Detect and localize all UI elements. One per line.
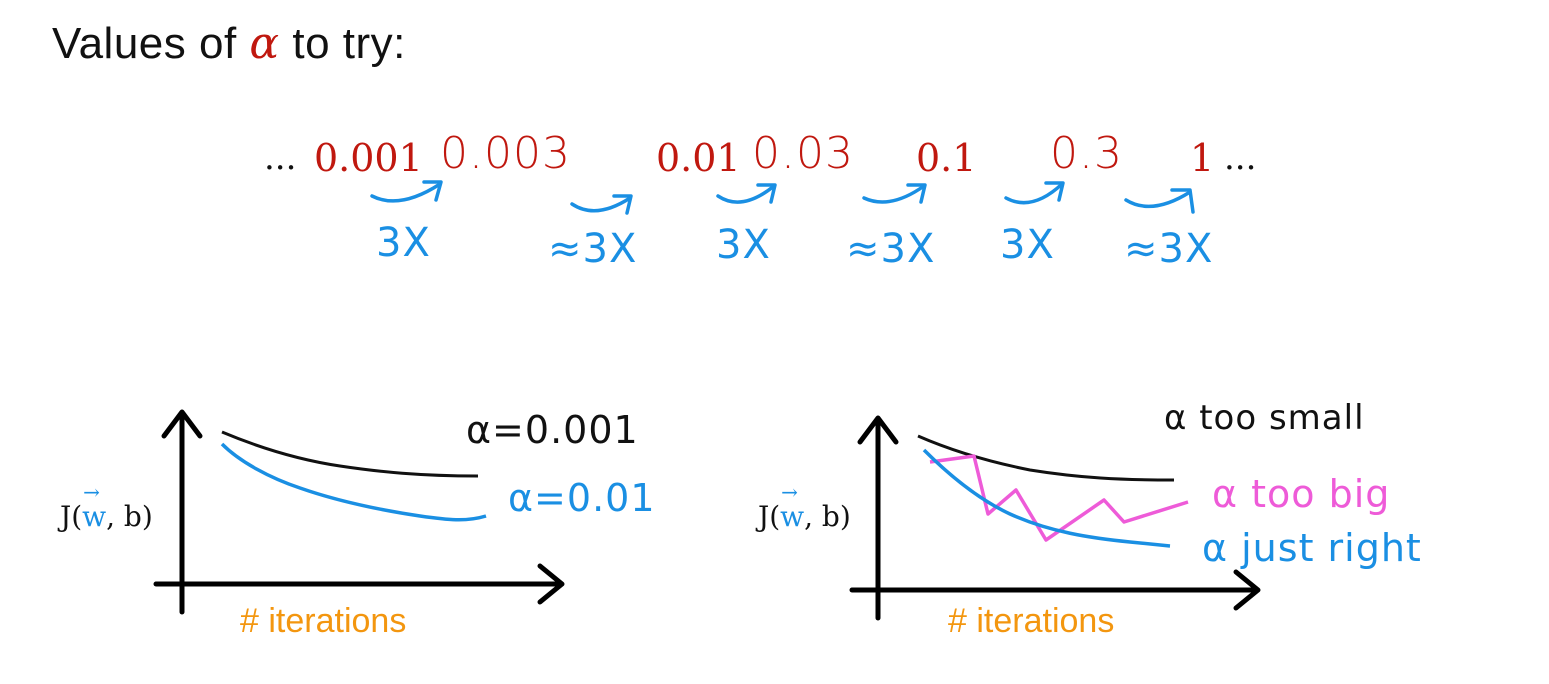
multiplier-label: ≈3X [1124, 226, 1214, 272]
alpha-value-1: 1 [1190, 136, 1215, 180]
curve-too-big [929, 454, 1189, 542]
right-graph-ylabel: J(w →, b) [758, 480, 851, 533]
arrow-icon [716, 184, 776, 204]
alpha-value-001: 0.01 [656, 136, 741, 180]
curve-too-small [917, 434, 1175, 482]
vector-arrow-icon: → [83, 480, 100, 504]
annotation-alpha-001: α=0.01 [508, 476, 656, 520]
arrow-icon [422, 180, 443, 202]
annotation-too-small: α too small [1164, 398, 1365, 438]
sequence-trailing-ellipsis: ... [1224, 138, 1257, 178]
arrow-icon [862, 184, 926, 204]
curve-alpha-001 [220, 442, 487, 522]
title-prefix: Values of [52, 19, 250, 68]
alpha-value-003: 0.03 [752, 128, 854, 179]
arrow-icon [570, 196, 632, 213]
multiplier-label: ≈3X [548, 226, 638, 272]
annotation-just-right: α just right [1202, 526, 1422, 570]
alpha-value-03: 0.3 [1050, 128, 1123, 179]
arrow-icon [1004, 182, 1064, 205]
vector-arrow-icon: → [781, 480, 798, 504]
multiplier-label: 3X [1000, 222, 1055, 268]
arrow-icon [612, 194, 633, 215]
multiplier-label: 3X [376, 220, 431, 266]
alpha-value-0001: 0.001 [314, 136, 423, 180]
arrow-icon [906, 183, 927, 204]
alpha-value-0003: 0.003 [440, 128, 571, 179]
curve-just-right [922, 448, 1171, 548]
alpha-value-01: 0.1 [916, 136, 977, 180]
curve-alpha-0001 [221, 430, 479, 478]
right-graph-xlabel: # iterations [948, 602, 1115, 640]
arrow-icon [756, 183, 777, 204]
page-title: Values of α to try: [52, 18, 406, 69]
title-suffix: to try: [279, 19, 406, 68]
left-graph-axes [153, 409, 565, 615]
left-graph-ylabel: J(w →, b) [60, 480, 153, 533]
multiplier-label: ≈3X [846, 226, 936, 272]
multiplier-label: 3X [716, 222, 771, 268]
annotation-too-big: α too big [1212, 472, 1391, 516]
annotation-alpha-0001: α=0.001 [466, 408, 639, 452]
arrow-icon [1170, 188, 1195, 214]
right-graph-axes [849, 415, 1261, 621]
arrow-icon [370, 182, 442, 203]
title-alpha: α [249, 18, 280, 69]
left-graph-xlabel: # iterations [240, 602, 407, 640]
arrow-icon [1044, 181, 1065, 202]
sequence-leading-ellipsis: ... [264, 138, 297, 178]
arrow-icon [1124, 190, 1192, 209]
